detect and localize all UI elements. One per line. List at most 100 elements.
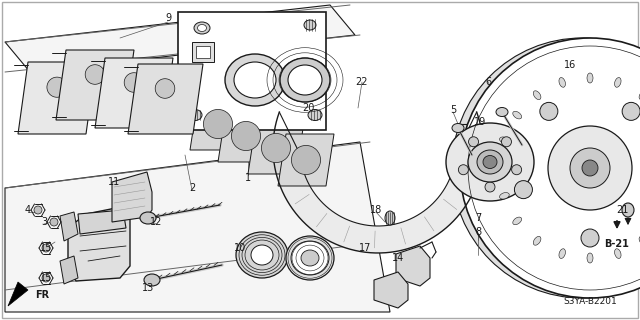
Ellipse shape: [286, 236, 334, 280]
Ellipse shape: [144, 274, 160, 286]
Ellipse shape: [452, 38, 640, 298]
Ellipse shape: [225, 54, 285, 106]
Polygon shape: [374, 272, 408, 308]
Ellipse shape: [198, 25, 207, 31]
Text: 4: 4: [25, 205, 31, 215]
Polygon shape: [18, 62, 96, 134]
Ellipse shape: [452, 124, 464, 132]
Polygon shape: [60, 212, 78, 241]
Circle shape: [204, 109, 232, 139]
Text: 13: 13: [142, 283, 154, 293]
Polygon shape: [190, 98, 246, 150]
Ellipse shape: [234, 62, 276, 98]
Ellipse shape: [308, 109, 322, 121]
Circle shape: [232, 121, 260, 151]
Ellipse shape: [288, 65, 322, 95]
Circle shape: [540, 102, 558, 120]
Polygon shape: [396, 246, 430, 286]
Ellipse shape: [280, 58, 330, 102]
Text: 12: 12: [150, 217, 162, 227]
Ellipse shape: [140, 212, 156, 224]
Text: 17: 17: [359, 243, 371, 253]
Ellipse shape: [236, 232, 288, 278]
Circle shape: [262, 133, 291, 163]
Circle shape: [50, 218, 58, 226]
Circle shape: [47, 77, 67, 97]
Text: FR: FR: [35, 290, 49, 300]
Polygon shape: [218, 110, 274, 162]
Ellipse shape: [477, 150, 503, 174]
Text: 3: 3: [41, 217, 47, 227]
Circle shape: [155, 79, 175, 98]
Ellipse shape: [639, 236, 640, 245]
Text: 15: 15: [40, 243, 52, 253]
Circle shape: [42, 274, 50, 282]
Text: 10: 10: [234, 243, 246, 253]
Ellipse shape: [639, 91, 640, 100]
Polygon shape: [60, 256, 78, 284]
Ellipse shape: [446, 123, 534, 201]
Polygon shape: [8, 282, 28, 306]
Polygon shape: [112, 172, 152, 222]
Circle shape: [85, 65, 105, 84]
Polygon shape: [95, 58, 173, 128]
Bar: [178, 12, 326, 130]
Circle shape: [515, 180, 532, 199]
Polygon shape: [128, 64, 203, 134]
Circle shape: [511, 165, 522, 175]
Text: 16: 16: [564, 60, 576, 70]
Polygon shape: [278, 134, 334, 186]
Ellipse shape: [614, 77, 621, 87]
Circle shape: [485, 182, 495, 192]
Ellipse shape: [587, 73, 593, 83]
Text: 6: 6: [485, 77, 491, 87]
Ellipse shape: [251, 245, 273, 265]
Text: B-21: B-21: [605, 239, 629, 249]
Ellipse shape: [304, 20, 316, 30]
Ellipse shape: [495, 165, 505, 171]
Ellipse shape: [301, 250, 319, 266]
Polygon shape: [56, 50, 134, 120]
Ellipse shape: [559, 249, 565, 259]
Ellipse shape: [194, 22, 210, 34]
Ellipse shape: [496, 108, 508, 116]
Ellipse shape: [291, 241, 329, 275]
Text: 22: 22: [356, 77, 368, 87]
Polygon shape: [5, 142, 390, 312]
Ellipse shape: [483, 156, 497, 169]
Ellipse shape: [587, 253, 593, 263]
Text: 15: 15: [40, 273, 52, 283]
Text: 9: 9: [165, 13, 171, 23]
Ellipse shape: [559, 77, 565, 87]
Circle shape: [548, 126, 632, 210]
Text: S3YA-B2201: S3YA-B2201: [563, 298, 617, 307]
Ellipse shape: [614, 249, 621, 259]
Circle shape: [581, 229, 599, 247]
Circle shape: [291, 145, 321, 175]
Text: 1: 1: [245, 173, 251, 183]
Ellipse shape: [385, 211, 395, 225]
Polygon shape: [5, 5, 355, 72]
Circle shape: [458, 165, 468, 175]
Circle shape: [570, 148, 610, 188]
Ellipse shape: [513, 217, 522, 225]
Ellipse shape: [533, 91, 541, 100]
Text: 11: 11: [108, 177, 120, 187]
Circle shape: [468, 137, 479, 147]
Ellipse shape: [500, 193, 509, 199]
Text: 20: 20: [302, 103, 314, 113]
Text: 21: 21: [616, 205, 628, 215]
Text: 2: 2: [189, 183, 195, 193]
Circle shape: [622, 102, 640, 120]
Circle shape: [502, 137, 511, 147]
Circle shape: [460, 38, 640, 298]
Text: 7: 7: [475, 213, 481, 223]
Bar: [192, 42, 214, 62]
Ellipse shape: [533, 236, 541, 245]
Ellipse shape: [188, 109, 202, 121]
Ellipse shape: [513, 111, 522, 119]
Circle shape: [124, 73, 144, 92]
Polygon shape: [248, 122, 304, 174]
Polygon shape: [273, 112, 483, 253]
Text: 14: 14: [392, 253, 404, 263]
